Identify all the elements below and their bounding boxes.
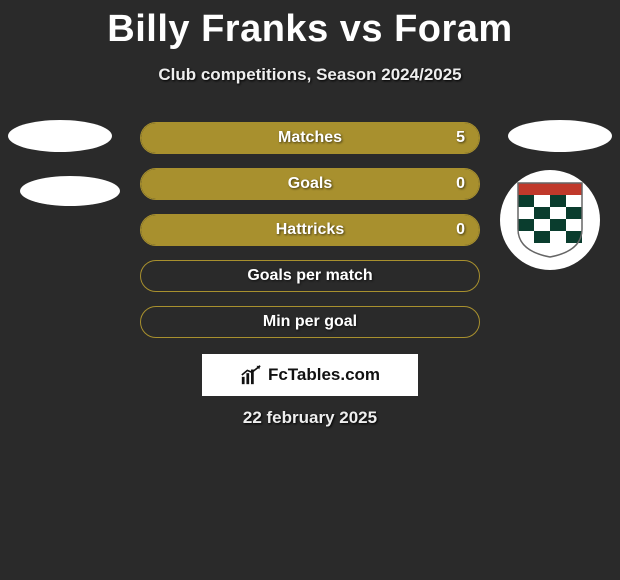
shield-icon <box>515 181 585 259</box>
brand-text: FcTables.com <box>268 365 380 385</box>
player-right-club-logo <box>500 170 600 270</box>
stat-label: Goals <box>288 175 332 193</box>
page-title: Billy Franks vs Foram <box>0 0 620 51</box>
stat-label: Hattricks <box>276 221 344 239</box>
stat-label: Goals per match <box>247 267 372 285</box>
subtitle: Club competitions, Season 2024/2025 <box>0 65 620 85</box>
stat-value: 0 <box>456 221 465 239</box>
date-label: 22 february 2025 <box>0 408 620 428</box>
stat-value: 5 <box>456 129 465 147</box>
stat-row: Matches 5 <box>140 122 480 154</box>
stat-value: 0 <box>456 175 465 193</box>
chart-icon <box>240 364 262 386</box>
stat-row: Min per goal <box>140 306 480 338</box>
player-right-avatar-top <box>508 120 612 152</box>
stats-container: Matches 5 Goals 0 Hattricks 0 Goals per … <box>140 122 480 352</box>
player-left-avatar-top <box>8 120 112 152</box>
player-left-avatar-bottom <box>20 176 120 206</box>
stat-label: Min per goal <box>263 313 357 331</box>
brand-badge[interactable]: FcTables.com <box>202 354 418 396</box>
stat-row: Goals 0 <box>140 168 480 200</box>
stat-label: Matches <box>278 129 342 147</box>
stat-row: Goals per match <box>140 260 480 292</box>
stat-row: Hattricks 0 <box>140 214 480 246</box>
